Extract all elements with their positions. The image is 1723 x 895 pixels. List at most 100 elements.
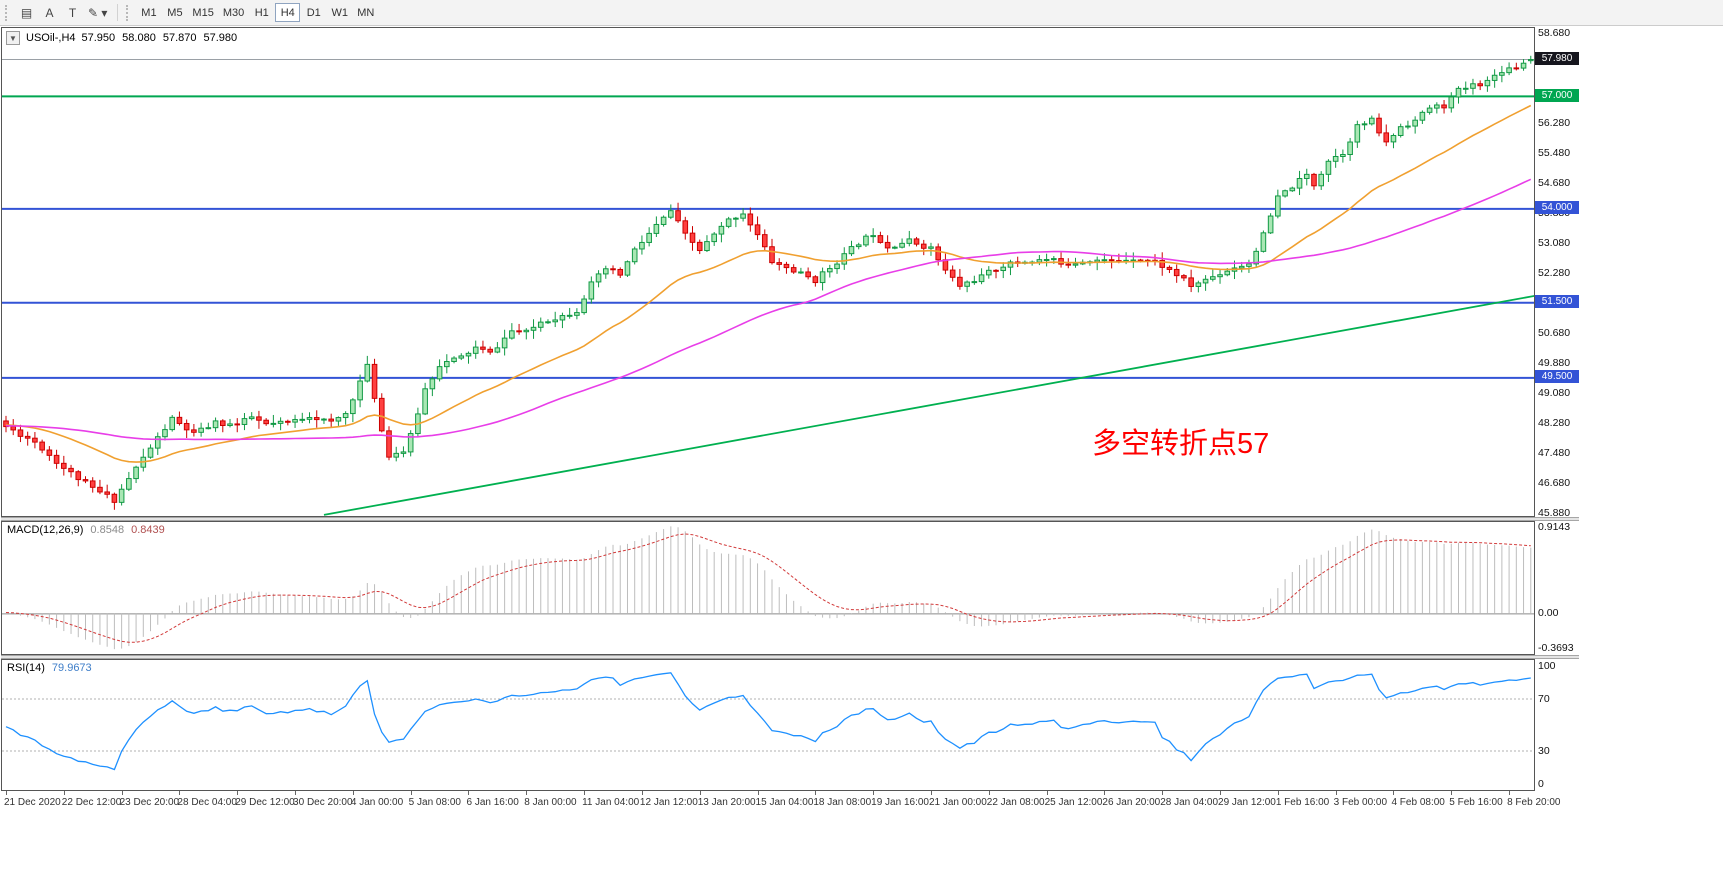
timeframe-button-m1[interactable]: M1: [141, 6, 157, 19]
timeframe-button-h4[interactable]: H4: [275, 3, 301, 22]
price-scale-label: 46.680: [1538, 477, 1571, 490]
horizontal-level-lines: [2, 95, 1534, 379]
chart-window: ▼ USOil-,H4 57.950 58.080 57.870 57.980 …: [1, 27, 1579, 815]
one-click-collapse-button[interactable]: ▼: [6, 31, 20, 45]
timeframe-button-d1[interactable]: D1: [306, 6, 321, 19]
time-axis-label: 21 Dec 2020: [4, 797, 61, 808]
macd-scale-label: -0.3693: [1538, 642, 1574, 654]
timeframe-button-group: M1 M5 M15 M30 H1 H4 D1 W1 MN: [136, 3, 378, 22]
price-scale-label: 52.280: [1538, 267, 1571, 279]
ohlc-low: 57.870: [162, 32, 197, 44]
time-axis-tick: [468, 791, 470, 795]
rsi-chart[interactable]: RSI(14) 79.9673: [1, 659, 1535, 791]
time-axis-label: 25 Jan 12:00: [1044, 797, 1103, 808]
price-scale-label: 56.280: [1538, 116, 1571, 129]
time-axis-tick: [295, 791, 297, 795]
time-axis-label: 19 Jan 16:00: [871, 797, 929, 808]
price-scale-label: 50.680: [1538, 327, 1571, 340]
rsi-label: RSI(14) 79.9673: [7, 662, 92, 674]
time-axis-tick: [815, 791, 817, 795]
rsi-scale-label: 30: [1538, 744, 1550, 757]
time-axis-tick: [930, 791, 932, 795]
cursor-tool-icon[interactable]: A: [45, 5, 54, 20]
time-axis-label: 4 Jan 00:00: [350, 797, 404, 808]
timeframe-button-h1[interactable]: H1: [254, 6, 269, 19]
time-axis-tick: [352, 791, 354, 795]
time-axis-label: 12 Jan 12:00: [639, 797, 698, 808]
time-axis-label: 26 Jan 20:00: [1102, 797, 1161, 808]
ma-slow-line: [5, 178, 1532, 441]
time-axis-label: 5 Jan 08:00: [408, 797, 461, 808]
macd-signal-line: [5, 533, 1531, 643]
time-axis-label: 1 Feb 16:00: [1275, 797, 1330, 808]
time-axis-tick: [1104, 791, 1106, 795]
time-axis-label: 23 Dec 20:00: [119, 797, 180, 808]
timeframe-button-m30[interactable]: M30: [222, 6, 245, 19]
time-axis-label: 3 Feb 00:00: [1333, 797, 1388, 808]
macd-histogram: [5, 526, 1532, 650]
price-scale-label: 45.880: [1538, 507, 1571, 520]
price-badge-54000: 54.000: [1535, 201, 1579, 215]
time-axis-label: 4 Feb 08:00: [1391, 797, 1445, 808]
ma-fast-line: [5, 104, 1532, 463]
time-axis-tick: [1046, 791, 1048, 795]
time-axis-tick: [6, 791, 7, 795]
time-axis-tick: [1162, 791, 1164, 795]
top-toolbar: ▤ A T ✎ ▾ M1 M5 M15 M30 H1 H4 D1 W1 MN: [0, 0, 1723, 26]
time-axis[interactable]: 21 Dec 2020 22 Dec 12:00 23 Dec 20:00 28 De…: [1, 791, 1579, 815]
macd-scale[interactable]: 0.9143 0.00 -0.3693: [1535, 521, 1579, 655]
time-axis-tick: [757, 791, 759, 795]
timeframe-button-m5[interactable]: M5: [167, 6, 183, 19]
timeframe-button-w1[interactable]: W1: [331, 6, 348, 19]
charts-icon[interactable]: ▤: [20, 5, 33, 20]
time-axis-label: 5 Feb 16:00: [1449, 797, 1503, 808]
macd-name: MACD(12,26,9): [7, 524, 84, 536]
macd-panel: MACD(12,26,9) 0.8548 0.8439 0.9143 0.00 -0…: [1, 521, 1579, 655]
ohlc-open: 57.950: [81, 32, 116, 44]
main-chart-canvas: [2, 55, 1534, 516]
time-axis-label: 28 Jan 04:00: [1160, 797, 1219, 808]
price-badge-57000: 57.000: [1535, 88, 1579, 102]
macd-scale-label: 0.9143: [1538, 521, 1571, 533]
rsi-line: [5, 672, 1531, 771]
time-axis-label: 21 Jan 00:00: [928, 797, 987, 808]
time-axis-tick: [1277, 791, 1279, 795]
draw-tool-icon[interactable]: ✎ ▾: [88, 5, 108, 20]
trend-ma-line: [323, 295, 1534, 516]
toolbar-grip[interactable]: [5, 4, 10, 21]
rsi-name: RSI(14): [7, 662, 45, 674]
price-scale-label: 47.480: [1538, 447, 1571, 460]
panel-splitter-2[interactable]: [1, 655, 1579, 659]
timeframe-button-m15[interactable]: M15: [192, 6, 214, 19]
main-chart[interactable]: ▼ USOil-,H4 57.950 58.080 57.870 57.980 …: [1, 27, 1535, 517]
time-axis-tick: [1451, 791, 1453, 795]
time-axis-tick: [410, 791, 412, 795]
time-axis-label: 22 Dec 12:00: [61, 797, 122, 808]
ohlc-high: 58.080: [122, 32, 156, 44]
price-scale-label: 48.280: [1538, 417, 1571, 430]
time-axis-tick: [237, 791, 239, 795]
panel-splitter-1[interactable]: [1, 517, 1579, 521]
time-axis-tick: [1393, 791, 1395, 795]
time-axis-label: 8 Jan 00:00: [524, 797, 577, 808]
text-tool-icon[interactable]: T: [68, 5, 77, 20]
price-scale[interactable]: 58.68056.28055.48054.68053.88053.08052.2…: [1535, 27, 1579, 520]
toolbar-grip-2[interactable]: [126, 4, 131, 21]
time-axis-tick: [121, 791, 123, 795]
rsi-scale[interactable]: 100 70 30 0: [1535, 659, 1579, 791]
macd-chart[interactable]: MACD(12,26,9) 0.8548 0.8439: [1, 521, 1535, 655]
time-axis-label: 6 Jan 16:00: [466, 797, 519, 808]
macd-value-main: 0.8548: [90, 524, 125, 536]
tool-button-group: ▤ A T ✎ ▾: [15, 3, 111, 23]
rsi-scale-label: 0: [1538, 778, 1544, 790]
time-axis-tick: [584, 791, 586, 795]
time-axis-label: 13 Jan 20:00: [697, 797, 756, 808]
chart-annotation-text: 多空转折点57: [1092, 428, 1270, 460]
time-axis-tick: [988, 791, 990, 795]
price-badge-49500: 49.500: [1535, 370, 1579, 384]
macd-canvas: [2, 526, 1534, 650]
timeframe-button-mn[interactable]: MN: [357, 6, 375, 19]
rsi-canvas: [2, 672, 1534, 771]
time-axis-tick: [63, 791, 65, 795]
toolbar-separator: [117, 4, 119, 21]
